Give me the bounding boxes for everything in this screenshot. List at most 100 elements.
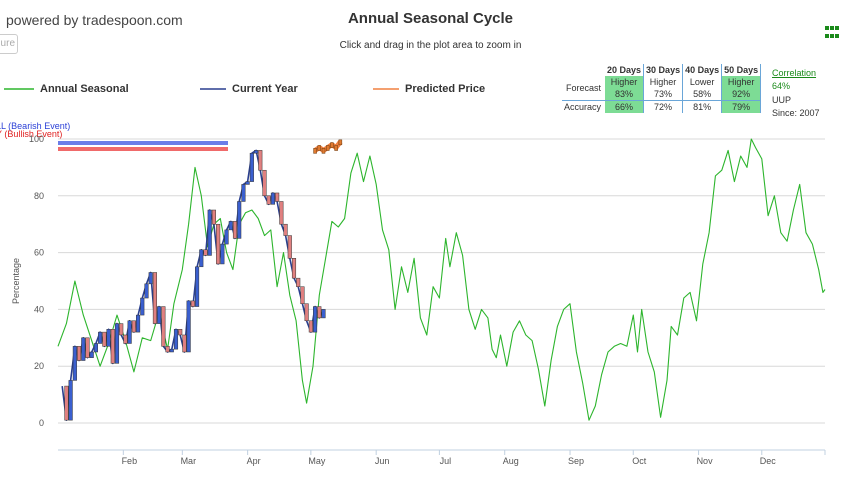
header-20-days: 20 Days — [605, 64, 645, 76]
legend-annual-seasonal[interactable]: Annual Seasonal — [4, 82, 129, 96]
current-year-candle — [68, 380, 73, 421]
current-year-candle — [64, 385, 69, 421]
current-year-candle — [127, 320, 132, 344]
forecast-dir-40: Lower — [682, 76, 723, 88]
current-year-candle — [258, 150, 263, 171]
current-year-candle — [266, 195, 271, 205]
current-year-candle — [296, 277, 301, 287]
current-year-candle — [232, 221, 238, 239]
x-tick-label: Apr — [247, 456, 261, 466]
forecast-table: 20 Days 30 Days 40 Days 50 Days Forecast… — [562, 64, 762, 113]
current-year-candle — [199, 249, 204, 268]
current-year-candle — [110, 329, 115, 364]
x-tick-label: Jul — [440, 456, 452, 466]
x-tick-label: Oct — [632, 456, 647, 466]
legend-line-icon — [373, 88, 399, 90]
y-tick-label: 0 — [39, 418, 44, 428]
correlation-value: 64% — [772, 81, 791, 91]
bullish-event-bar — [58, 147, 228, 151]
current-year-candle — [157, 306, 162, 324]
chart-control-button[interactable]: ure — [0, 34, 18, 54]
current-year-candle — [131, 320, 136, 333]
current-year-candle — [114, 323, 120, 364]
forecast-pct-20: 83% — [605, 88, 645, 101]
current-year-candle — [173, 329, 179, 350]
predicted-price-candle — [334, 145, 338, 151]
current-year-candle — [72, 346, 77, 381]
current-year-candle — [102, 331, 107, 347]
apps-grid-icon[interactable] — [825, 26, 839, 40]
chart-subtitle: Click and drag in the plot area to zoom … — [339, 40, 522, 51]
legend-line-icon — [200, 88, 226, 90]
current-year-candle — [148, 272, 153, 285]
current-year-candle — [283, 223, 288, 236]
accuracy-20: 66% — [605, 100, 645, 113]
current-year-candle — [313, 306, 318, 333]
predicted-price-candle — [330, 142, 334, 148]
current-year-candle — [254, 150, 259, 154]
since-year: Since: 2007 — [772, 108, 820, 118]
current-year-candle — [144, 283, 149, 299]
bullish-event-label: Y (Bullish Event) — [0, 129, 63, 139]
current-year-candle — [81, 337, 86, 361]
current-year-candle — [93, 343, 98, 353]
current-year-candle — [98, 331, 103, 344]
predicted-price-candle — [338, 139, 343, 146]
x-tick-label: Mar — [181, 456, 197, 466]
current-year-candle — [317, 306, 322, 319]
current-year-candle — [77, 346, 82, 361]
accuracy-30: 72% — [643, 100, 684, 113]
current-year-candle — [270, 192, 275, 205]
chart-title: Annual Seasonal Cycle — [347, 10, 514, 27]
legend-current-year[interactable]: Current Year — [200, 82, 298, 96]
forecast-pct-50: 92% — [721, 88, 762, 101]
forecast-dir-20: Higher — [605, 76, 645, 88]
legend-predicted-price[interactable]: Predicted Price — [373, 82, 485, 96]
current-year-candle — [304, 303, 309, 322]
x-tick-label: Sep — [568, 456, 584, 466]
current-year-candle — [178, 329, 183, 336]
y-tick-label: 20 — [34, 361, 44, 371]
x-tick-label: Aug — [503, 456, 519, 466]
current-year-candle — [161, 306, 166, 347]
current-year-candle — [203, 249, 208, 256]
current-year-candle — [182, 334, 187, 353]
accuracy-50: 79% — [721, 100, 762, 113]
x-tick-label: Feb — [122, 456, 138, 466]
legend-label: Annual Seasonal — [40, 83, 129, 95]
header-50-days: 50 Days — [721, 64, 762, 76]
y-tick-label: 40 — [34, 304, 44, 314]
forecast-dir-30: Higher — [643, 76, 684, 88]
current-year-candle — [211, 209, 216, 225]
current-year-candle — [300, 286, 305, 304]
current-year-candle — [279, 201, 284, 225]
x-tick-label: Dec — [760, 456, 777, 466]
ticker-symbol: UUP — [772, 95, 792, 105]
current-year-candle — [123, 334, 128, 344]
current-year-candle — [119, 323, 124, 336]
y-tick-label: 100 — [29, 134, 44, 144]
legend-label: Predicted Price — [405, 83, 486, 95]
current-year-candle — [224, 229, 229, 245]
correlation-link[interactable]: Correlation — [772, 68, 817, 78]
current-year-candle — [106, 329, 111, 347]
forecast-pct-40: 58% — [682, 88, 723, 101]
current-year-candle — [291, 258, 297, 279]
y-tick-label: 60 — [34, 248, 44, 258]
y-tick-label: 80 — [34, 191, 44, 201]
current-year-candle — [245, 181, 250, 185]
forecast-row-label: Forecast — [566, 83, 602, 93]
x-tick-label: Jun — [375, 456, 390, 466]
current-year-candle — [308, 320, 313, 333]
current-year-candle — [321, 309, 326, 319]
legend-line-icon — [4, 88, 34, 90]
current-year-candle — [241, 184, 246, 202]
current-year-candle — [287, 235, 292, 259]
current-year-candle — [140, 297, 145, 316]
annual-seasonal-line — [57, 138, 826, 421]
current-year-candle — [207, 209, 212, 256]
current-year-candle — [195, 266, 200, 307]
bearish-event-bar — [58, 141, 228, 145]
forecast-pct-30: 73% — [643, 88, 684, 101]
